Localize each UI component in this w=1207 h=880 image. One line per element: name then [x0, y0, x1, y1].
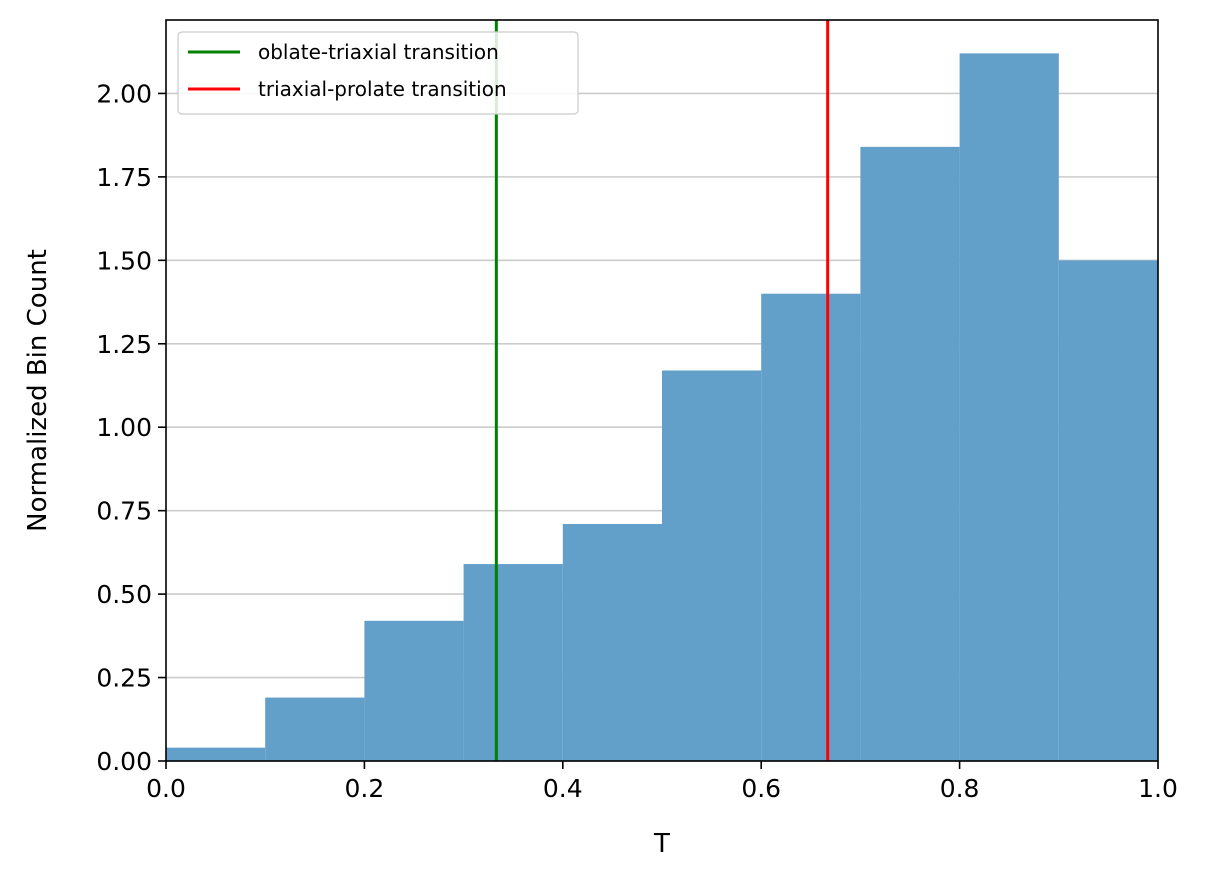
bar-bin-4: [562, 524, 662, 761]
x-tick-label-4: 0.8: [940, 774, 980, 803]
x-tick-label-2: 0.4: [543, 774, 583, 803]
legend-entry-oblate-triaxial: oblate-triaxial transition: [258, 40, 499, 64]
bar-bin-9: [1058, 260, 1158, 761]
legend: oblate-triaxial transition triaxial-prol…: [177, 31, 579, 115]
x-tick-label-5: 1.0: [1138, 774, 1178, 803]
y-tick-label-6: 1.50: [96, 246, 152, 275]
bar-bin-1: [265, 697, 365, 761]
histogram-bars: [166, 53, 1158, 762]
bar-bin-2: [364, 620, 464, 761]
y-tick-label-0: 0.00: [96, 747, 152, 776]
bar-bin-0: [166, 747, 266, 761]
bar-bin-6: [761, 293, 861, 761]
x-tick-label-1: 0.2: [345, 774, 385, 803]
x-axis-ticks: 0.0 0.2 0.4 0.6 0.8 1.0: [146, 761, 1178, 803]
x-tick-label-0: 0.0: [146, 774, 186, 803]
y-tick-label-4: 1.00: [96, 413, 152, 442]
y-tick-label-2: 0.50: [96, 580, 152, 609]
y-tick-label-8: 2.00: [96, 79, 152, 108]
x-tick-label-3: 0.6: [741, 774, 781, 803]
y-axis-label: Normalized Bin Count: [23, 249, 53, 532]
x-axis-label: T: [653, 829, 670, 859]
legend-box: [177, 31, 579, 115]
bar-bin-5: [662, 370, 762, 761]
y-tick-label-3: 0.75: [96, 497, 152, 526]
y-tick-label-5: 1.25: [96, 330, 152, 359]
bar-bin-3: [463, 564, 563, 761]
bar-bin-7: [860, 146, 960, 762]
bar-bin-8: [959, 53, 1059, 762]
transition-lines: [494, 20, 830, 761]
y-tick-label-7: 1.75: [96, 163, 152, 192]
y-axis-ticks: 0.00 0.25 0.50 0.75 1.00 1.25 1.50 1.75 2.00: [96, 79, 166, 776]
legend-entry-triaxial-prolate: triaxial-prolate transition: [258, 77, 507, 101]
plot-frame: [165, 19, 1159, 762]
y-tick-label-1: 0.25: [96, 664, 152, 693]
